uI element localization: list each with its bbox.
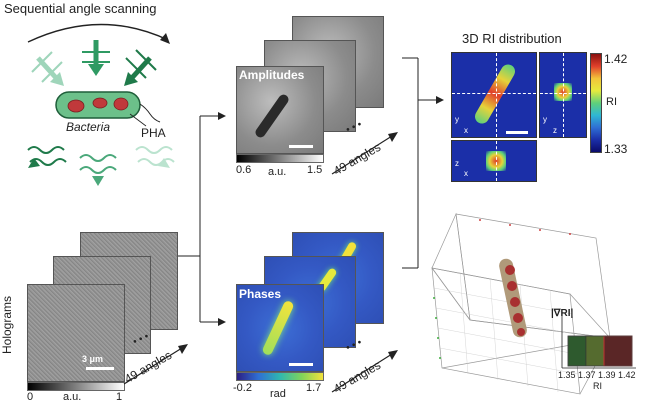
pha-granule [67, 99, 85, 113]
hologram-frame-front: 3 μm [27, 284, 125, 382]
pha-granule [92, 97, 108, 109]
ri-colorbar [590, 53, 602, 153]
scanning-arc-arrow [27, 23, 169, 43]
amplitude-frame-front [236, 66, 324, 154]
hologram-scale-label: 3 μm [82, 354, 104, 364]
scattered-wave-center [79, 154, 117, 186]
scattered-wave-left [27, 146, 67, 168]
scanning-arrow-head [160, 33, 170, 44]
phase-bacterium [261, 299, 295, 357]
tf-tick-3: 1.39 [598, 370, 616, 380]
ri-yz-slice: y z [539, 52, 587, 138]
beam-arrow-right [124, 49, 157, 86]
tf-box-3 [603, 335, 633, 367]
ri-yz-axis-z: z [553, 126, 557, 135]
phase-colorbar [236, 372, 324, 381]
phase-cb-min: -0.2 [233, 382, 252, 394]
ri-xy-slice: y x [451, 52, 537, 138]
phase-cb-unit: rad [270, 388, 286, 400]
ri-scale-bar [506, 131, 528, 134]
hologram-colorbar [27, 382, 125, 391]
tf-tick-2: 1.37 [578, 370, 596, 380]
phase-frame-front [236, 284, 324, 372]
ri3d-title: 3D RI distribution [462, 31, 562, 46]
ri-xy-axis-y: y [455, 115, 459, 124]
pha-pointer [129, 113, 147, 127]
amplitudes-label: Amplitudes [239, 68, 305, 82]
amplitude-cb-max: 1.5 [307, 164, 323, 176]
beam-arrow-left [31, 51, 64, 86]
pha-granule [113, 97, 129, 111]
ri-yz-axis-y: y [543, 115, 547, 124]
ri-xz-slice: z x [451, 140, 537, 182]
ri-xy-bacterium [472, 61, 518, 127]
tf-tick-4: 1.42 [618, 370, 636, 380]
phase-cb-max: 1.7 [306, 382, 322, 394]
hologram-angles-arrow [123, 344, 188, 385]
render3d-side-ticks [433, 297, 441, 359]
render3d-box [431, 212, 636, 395]
phase-angles-arrow [331, 350, 398, 393]
hologram-scale-bar [86, 367, 114, 370]
render3d-bacterium [499, 258, 527, 338]
amplitude-bacterium [253, 92, 291, 140]
tf-axis-label: RI [593, 381, 602, 391]
ri-xz-axis-z: z [455, 159, 459, 168]
ri-cb-min: 1.33 [604, 142, 628, 156]
render3d-back-face [455, 213, 611, 339]
ri-xy-axis-x: x [464, 126, 468, 135]
tf-box-1 [567, 335, 587, 367]
scanning-illustration [27, 23, 175, 186]
scattered-wave-right [135, 146, 175, 168]
ri-cb-max: 1.42 [604, 52, 628, 66]
amplitude-cb-unit: a.u. [268, 166, 287, 178]
tf-tick-1: 1.35 [558, 370, 576, 380]
tf-legend-title: |∇RI| [551, 308, 574, 319]
bacterium-cell [55, 91, 161, 123]
render3d-top-ticks [479, 219, 571, 235]
ri-cb-unit: RI [606, 96, 617, 108]
hologram-cb-unit: a.u. [63, 391, 82, 403]
amplitude-colorbar [236, 154, 324, 163]
flagellum [139, 103, 161, 123]
pha-label: PHA [141, 126, 166, 140]
phases-label: Phases [239, 287, 282, 301]
hologram-cb-min: 0 [27, 391, 34, 403]
tf-box-2 [585, 335, 605, 367]
ri-xz-axis-x: x [464, 169, 468, 178]
bacteria-label: Bacteria [66, 120, 111, 134]
beam-arrow-center [82, 40, 110, 76]
scanning-title: Sequential angle scanning [4, 1, 157, 16]
phase-scale-bar [289, 363, 313, 366]
amplitude-scale-bar [289, 145, 313, 148]
amplitude-cb-min: 0.6 [236, 164, 252, 176]
amplitude-angles-arrow [331, 132, 398, 175]
hologram-cb-max: 1 [116, 391, 123, 403]
